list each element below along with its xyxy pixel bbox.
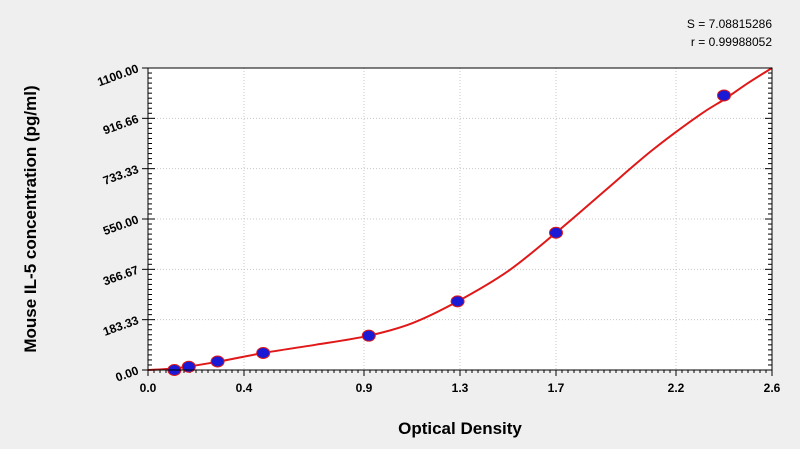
x-tick-label-1: 0.4 [236, 381, 253, 395]
x-tick-label-0: 0.0 [140, 381, 157, 395]
y-tick-label-6: 1100.00 [95, 61, 140, 89]
y-tick-label-2: 366.67 [101, 263, 141, 289]
data-point-6 [549, 226, 563, 239]
x-tick-label-6: 2.6 [764, 381, 781, 395]
x-axis-ticks: 0.0 0.4 0.9 1.3 1.7 2.2 2.6 [140, 370, 781, 395]
x-tick-label-5: 2.2 [668, 381, 685, 395]
y-tick-label-3: 550.00 [101, 212, 141, 238]
x-tick-label-2: 0.9 [356, 381, 373, 395]
data-point-7 [717, 89, 731, 102]
data-point-3 [256, 346, 271, 359]
points-layer [167, 89, 731, 376]
y-axis-ticks: 0.00 183.33 366.67 550.00 733.33 916.66 1100.0… [95, 61, 148, 385]
x-tick-label-3: 1.3 [452, 381, 469, 395]
x-tick-label-4: 1.7 [548, 381, 565, 395]
y-axis-title: Mouse IL-5 concentration (pg/ml) [21, 85, 40, 352]
y-tick-label-1: 183.33 [101, 313, 141, 339]
stat-s-value: S = 7.08815286 [687, 17, 772, 31]
stat-r-value: r = 0.99988052 [691, 35, 772, 49]
x-axis-title: Optical Density [398, 419, 522, 438]
data-point-2 [210, 355, 225, 368]
data-point-4 [361, 329, 376, 342]
grid [148, 68, 772, 370]
data-point-1 [181, 360, 196, 373]
fit-curve [147, 67, 773, 371]
y-tick-label-5: 916.66 [101, 112, 141, 138]
y-tick-label-0: 0.00 [114, 363, 141, 384]
y-tick-label-4: 733.33 [101, 162, 141, 188]
data-point-5 [450, 295, 465, 308]
fit-curve-layer [147, 67, 773, 371]
